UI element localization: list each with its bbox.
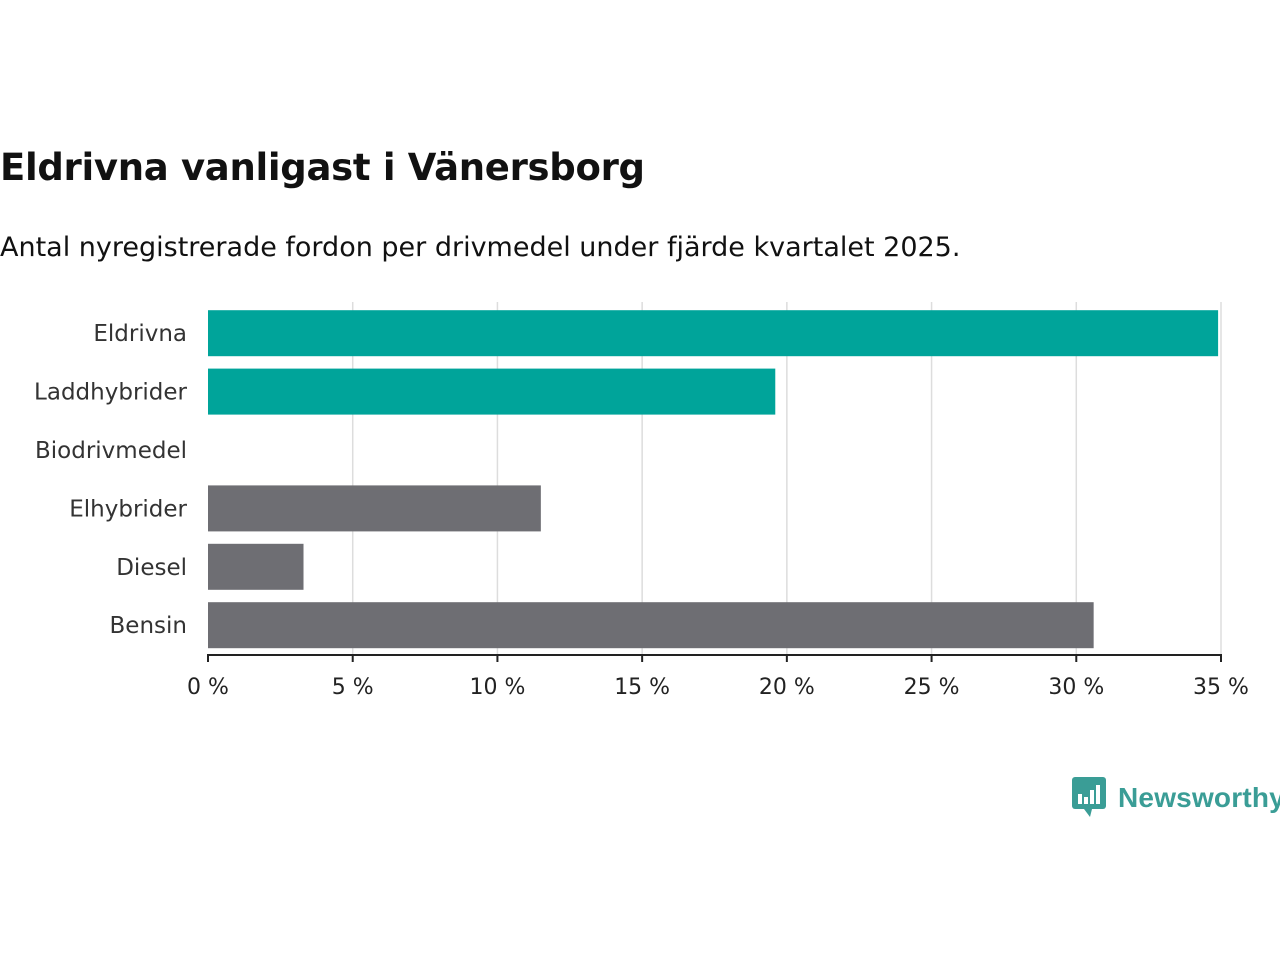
gridlines bbox=[351, 302, 1222, 655]
x-tick-label: 5 % bbox=[332, 675, 374, 700]
brand-name: Newsworthy bbox=[1118, 782, 1280, 813]
bar-elhybrider bbox=[208, 485, 541, 532]
x-tick-label: 35 % bbox=[1193, 675, 1249, 700]
x-tick-label: 20 % bbox=[759, 675, 815, 700]
category-label-laddhybrider: Laddhybrider bbox=[34, 380, 187, 406]
category-label-eldrivna: Eldrivna bbox=[93, 321, 187, 347]
x-tick-label: 0 % bbox=[187, 675, 229, 700]
x-tick-label: 30 % bbox=[1048, 675, 1104, 700]
category-label-diesel: Diesel bbox=[116, 555, 187, 581]
bar-laddhybrider bbox=[208, 368, 776, 415]
category-labels: Eldrivna Laddhybrider Biodrivmedel Elhybrid… bbox=[34, 321, 187, 639]
category-label-bensin: Bensin bbox=[110, 613, 187, 639]
category-label-elhybrider: Elhybrider bbox=[69, 496, 187, 522]
x-axis: 0 % 5 % 10 % 15 % 20 % 25 % 30 % 35 % bbox=[187, 654, 1249, 700]
bar-diesel bbox=[208, 543, 304, 590]
category-label-biodrivmedel: Biodrivmedel bbox=[35, 438, 187, 464]
x-tick-label: 25 % bbox=[904, 675, 960, 700]
x-tick-label: 15 % bbox=[614, 675, 670, 700]
bars bbox=[208, 310, 1219, 649]
newsworthy-logo-icon bbox=[1072, 777, 1106, 817]
chart-subtitle: Antal nyregistrerade fordon per drivmede… bbox=[0, 232, 961, 263]
chart-title: Eldrivna vanligast i Vänersborg bbox=[0, 146, 645, 189]
brand-logo: Newsworthy bbox=[1072, 776, 1280, 820]
bar-bensin bbox=[208, 602, 1094, 649]
bar-eldrivna bbox=[208, 310, 1219, 357]
x-tick-label: 10 % bbox=[469, 675, 525, 700]
